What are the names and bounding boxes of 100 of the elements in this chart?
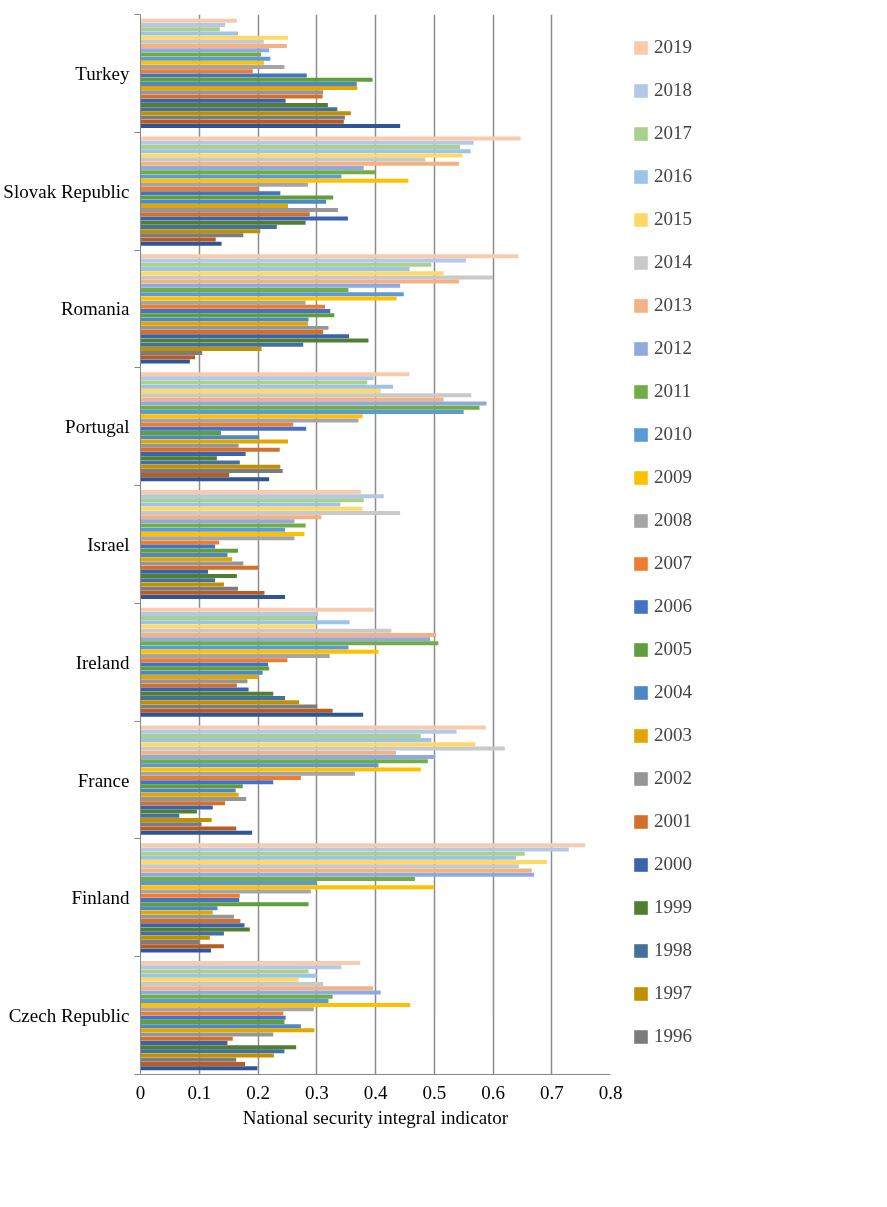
bar bbox=[140, 166, 364, 171]
bar bbox=[140, 199, 327, 204]
bar bbox=[140, 258, 466, 263]
legend-label: 2015 bbox=[654, 208, 692, 230]
bar bbox=[140, 860, 548, 865]
bar bbox=[140, 746, 505, 751]
x-tick-label: 0.6 bbox=[481, 1081, 505, 1103]
bar bbox=[140, 653, 330, 658]
x-tick-label: 0.5 bbox=[422, 1081, 447, 1103]
bar bbox=[140, 1066, 258, 1071]
bar bbox=[140, 439, 288, 444]
y-tick-label: Ireland bbox=[75, 651, 130, 673]
bar bbox=[140, 687, 249, 692]
bar bbox=[140, 220, 306, 225]
y-tick-label: Slovak Republic bbox=[3, 180, 130, 202]
bar bbox=[140, 708, 333, 713]
bar bbox=[140, 1003, 411, 1008]
bar bbox=[140, 961, 361, 966]
bar bbox=[140, 885, 435, 890]
bar bbox=[140, 123, 401, 128]
bar bbox=[140, 69, 253, 74]
bar bbox=[140, 843, 586, 848]
bar bbox=[140, 94, 323, 99]
bar bbox=[140, 359, 190, 364]
bar bbox=[140, 31, 239, 36]
bar bbox=[140, 435, 260, 440]
legend-label: 2013 bbox=[654, 294, 692, 316]
legend-label: 2009 bbox=[654, 466, 692, 488]
bar bbox=[140, 616, 317, 621]
bar bbox=[140, 540, 220, 545]
bar bbox=[140, 452, 246, 457]
bar bbox=[140, 683, 237, 688]
bar bbox=[140, 662, 268, 667]
bar bbox=[140, 918, 241, 923]
bar bbox=[140, 342, 304, 347]
bar bbox=[140, 1061, 246, 1066]
bar bbox=[140, 170, 377, 175]
bar bbox=[140, 178, 409, 183]
bar bbox=[140, 1053, 274, 1058]
bar bbox=[140, 902, 309, 907]
bar bbox=[140, 590, 265, 595]
bar bbox=[140, 153, 463, 158]
bar bbox=[140, 1040, 228, 1045]
bar bbox=[140, 414, 363, 419]
bar bbox=[140, 578, 216, 583]
x-tick-label: 0.3 bbox=[304, 1081, 329, 1103]
bar bbox=[140, 393, 472, 398]
bar bbox=[140, 771, 355, 776]
bar bbox=[140, 531, 305, 536]
bar bbox=[140, 346, 262, 351]
bar bbox=[140, 645, 349, 650]
bar bbox=[140, 574, 237, 579]
legend-label: 2002 bbox=[654, 767, 692, 789]
bar bbox=[140, 536, 295, 541]
bar bbox=[140, 447, 280, 452]
bar bbox=[140, 431, 221, 436]
bar bbox=[140, 759, 428, 764]
bar bbox=[140, 330, 324, 335]
bar bbox=[140, 948, 211, 953]
bar bbox=[140, 98, 286, 103]
bar bbox=[140, 1007, 314, 1012]
legend-label: 2004 bbox=[654, 681, 692, 703]
bar bbox=[140, 376, 374, 381]
x-axis-title: National security integral indicator bbox=[242, 1106, 509, 1128]
bar bbox=[140, 477, 270, 482]
bar bbox=[140, 372, 410, 377]
bar bbox=[140, 288, 349, 293]
bar bbox=[140, 77, 373, 82]
bar bbox=[140, 906, 218, 911]
bar bbox=[140, 48, 270, 53]
bar bbox=[140, 624, 316, 629]
bar bbox=[140, 696, 286, 701]
bar bbox=[140, 864, 519, 869]
bar bbox=[140, 611, 318, 616]
bar bbox=[140, 456, 217, 461]
bar bbox=[140, 632, 437, 637]
bar bbox=[140, 784, 243, 789]
bar bbox=[140, 410, 464, 414]
bar bbox=[140, 309, 331, 314]
bar bbox=[140, 994, 333, 999]
bar bbox=[140, 986, 374, 991]
bar bbox=[140, 418, 359, 423]
x-tick-label: 0.1 bbox=[187, 1081, 212, 1103]
bar bbox=[140, 422, 294, 427]
bar bbox=[140, 754, 435, 759]
bar bbox=[140, 241, 222, 246]
bar bbox=[140, 18, 237, 23]
bar bbox=[140, 334, 350, 339]
bar bbox=[140, 763, 379, 768]
bar bbox=[140, 935, 210, 940]
bar bbox=[140, 733, 421, 738]
legend-label: 2010 bbox=[654, 423, 692, 445]
bar bbox=[140, 872, 535, 877]
bar bbox=[140, 750, 397, 755]
bar bbox=[140, 27, 220, 32]
bar bbox=[140, 338, 369, 343]
bar bbox=[140, 1011, 284, 1016]
bar bbox=[140, 998, 329, 1003]
bar bbox=[140, 658, 288, 663]
bar bbox=[140, 826, 237, 831]
